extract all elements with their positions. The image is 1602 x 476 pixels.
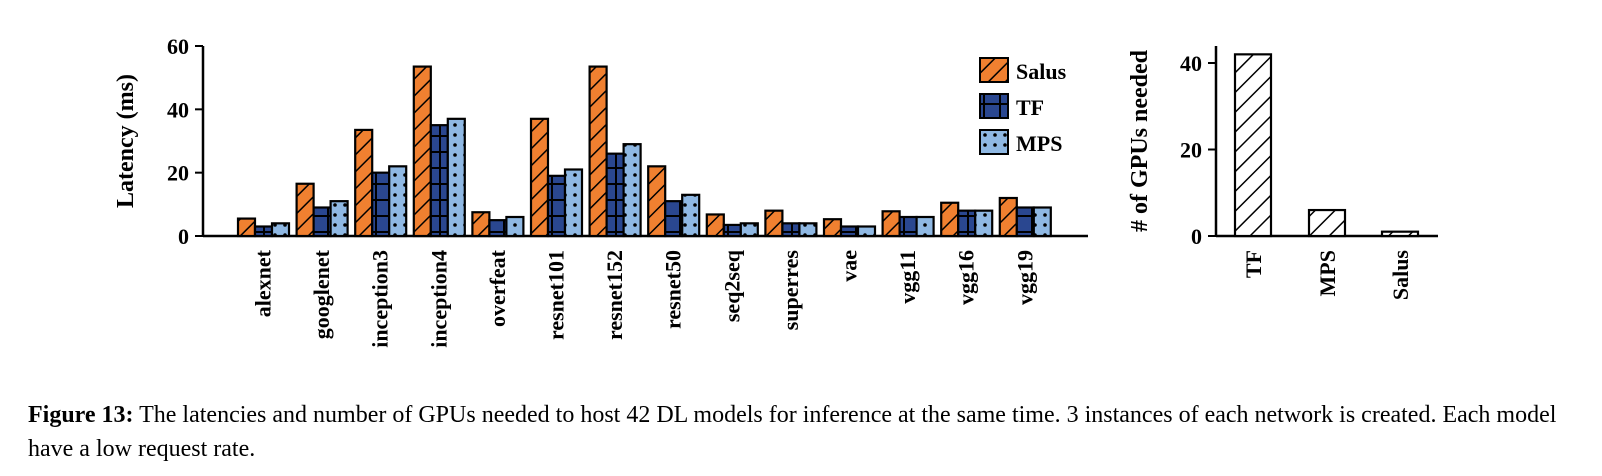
bar-mps-overfeat xyxy=(505,215,525,238)
bar-mps-vgg19 xyxy=(1032,206,1052,238)
gpus-x-axis: TF MPS Salus xyxy=(1241,250,1413,301)
x-tick-label-overfeat: overfeat xyxy=(485,249,510,327)
bar-mps-googlenet xyxy=(329,200,349,238)
gpus-x-tick-label-tf: TF xyxy=(1241,250,1266,278)
x-tick-label-superres: superres xyxy=(778,250,803,331)
caption-label: Figure 13: xyxy=(28,402,134,428)
bar-mps-resnet101 xyxy=(563,168,584,238)
bar-salus-inception4 xyxy=(412,65,432,238)
x-tick-label-vae: vae xyxy=(837,250,862,282)
bar-salus-vgg11 xyxy=(881,210,901,238)
bar-mps-seq2seq xyxy=(739,222,759,238)
bar-mps-inception3 xyxy=(388,165,408,238)
bar-mps-superres xyxy=(798,222,818,238)
bar-salus-googlenet xyxy=(295,182,315,238)
bar-tf-inception4 xyxy=(429,124,449,238)
legend-label-salus: Salus xyxy=(1016,59,1067,84)
gpus-y-tick-label: 0 xyxy=(1191,224,1202,249)
bar-tf-resnet101 xyxy=(546,174,567,238)
bar-salus-superres xyxy=(764,209,784,238)
latency-y-tick-label: 20 xyxy=(167,161,189,186)
bar-tf-googlenet xyxy=(312,206,332,238)
bar-salus-vgg16 xyxy=(940,201,960,238)
bar-tf-overfeat xyxy=(488,219,508,238)
bar-salus-resnet50 xyxy=(647,165,667,238)
latency-y-axis-title: Latency (ms) xyxy=(113,74,139,208)
bar-salus-vgg19 xyxy=(998,196,1018,238)
bar-tf-resnet50 xyxy=(664,200,684,238)
gpus-x-tick-label-mps: MPS xyxy=(1315,250,1340,296)
bar-tf-resnet152 xyxy=(605,152,625,238)
bar-salus-inception3 xyxy=(354,128,374,238)
bar-tf-vgg11 xyxy=(898,215,918,238)
legend-swatch-mps xyxy=(979,129,1009,155)
bar-tf-inception3 xyxy=(371,171,391,238)
bar-salus-vae xyxy=(822,218,843,238)
gpus-bar-salus xyxy=(1380,230,1420,238)
x-tick-label-resnet152: resnet152 xyxy=(602,250,627,340)
x-tick-label-inception4: inception4 xyxy=(426,250,451,348)
x-tick-label-googlenet: googlenet xyxy=(309,249,334,339)
gpus-y-tick-label: 40 xyxy=(1180,51,1202,76)
legend: Salus TF MPS xyxy=(979,57,1067,156)
bar-mps-vgg11 xyxy=(915,215,935,238)
x-tick-label-vgg16: vgg16 xyxy=(954,250,979,305)
x-tick-label-alexnet: alexnet xyxy=(251,249,276,317)
bar-tf-vgg19 xyxy=(1015,206,1035,238)
gpus-y-tick-label: 20 xyxy=(1180,138,1202,163)
bar-mps-vgg16 xyxy=(974,209,994,238)
bar-salus-resnet101 xyxy=(529,117,550,238)
bar-tf-vae xyxy=(839,225,860,238)
bar-salus-resnet152 xyxy=(588,65,608,238)
x-tick-label-vgg11: vgg11 xyxy=(895,250,920,304)
x-tick-label-seq2seq: seq2seq xyxy=(719,249,744,322)
gpus-bar-mps xyxy=(1307,208,1347,238)
bar-salus-seq2seq xyxy=(705,213,725,238)
bar-mps-resnet50 xyxy=(681,193,701,238)
legend-swatch-tf xyxy=(979,93,1009,119)
bar-mps-vae xyxy=(856,225,877,238)
x-tick-label-resnet50: resnet50 xyxy=(661,250,686,329)
x-tick-label-vgg19: vgg19 xyxy=(1012,250,1037,305)
bar-mps-resnet152 xyxy=(622,143,642,238)
bar-tf-alexnet xyxy=(253,225,274,238)
legend-label-mps: MPS xyxy=(1016,131,1062,156)
bar-mps-inception4 xyxy=(446,117,466,238)
figure-caption: Figure 13: The latencies and number of G… xyxy=(28,398,1568,466)
latency-y-tick-label: 0 xyxy=(178,224,189,249)
gpus-needed-chart: 0 20 40 TF MPS Salus # of GPUs needed xyxy=(1127,46,1438,300)
gpus-bars xyxy=(1233,53,1420,238)
latency-y-tick-label: 60 xyxy=(167,34,189,59)
latency-y-tick-label: 40 xyxy=(167,97,189,122)
latency-x-axis: alexnet googlenet inception3 inception4 over… xyxy=(251,249,1038,348)
legend-label-tf: TF xyxy=(1016,95,1044,120)
gpus-x-tick-label-salus: Salus xyxy=(1388,250,1413,301)
legend-swatch-salus xyxy=(979,57,1009,83)
bar-salus-overfeat xyxy=(471,211,491,238)
gpus-bar-tf xyxy=(1233,53,1273,238)
bar-tf-seq2seq xyxy=(722,223,742,238)
bar-salus-alexnet xyxy=(236,217,257,238)
x-tick-label-resnet101: resnet101 xyxy=(544,250,569,340)
bar-tf-vgg16 xyxy=(957,209,977,238)
latency-chart: 0 20 40 60 alexnet googlenet inception3 incept… xyxy=(113,34,1088,348)
bar-mps-alexnet xyxy=(270,222,291,238)
bar-tf-superres xyxy=(781,222,801,238)
gpus-y-axis: 0 20 40 xyxy=(1180,46,1438,249)
x-tick-label-inception3: inception3 xyxy=(368,250,393,348)
latency-bars xyxy=(236,65,1052,238)
caption-text: The latencies and number of GPUs needed … xyxy=(28,402,1557,462)
gpus-y-axis-title: # of GPUs needed xyxy=(1127,49,1153,232)
